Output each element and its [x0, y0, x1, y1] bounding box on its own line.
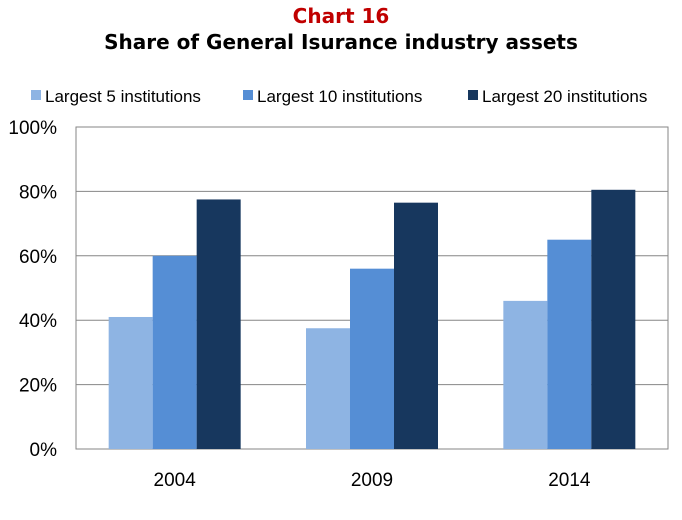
- y-tick-label: 40%: [19, 311, 57, 332]
- y-tick-label: 60%: [19, 247, 57, 268]
- y-tick-label: 80%: [19, 182, 57, 203]
- x-tick-label: 2014: [548, 470, 591, 491]
- chart-subtitle: Share of General Isurance industry asset…: [104, 30, 578, 54]
- bar: [591, 189, 636, 450]
- bar: [306, 328, 350, 449]
- y-tick-label: 20%: [19, 376, 57, 397]
- legend-label: Largest 20 institutions: [482, 87, 647, 106]
- bar: [108, 316, 153, 449]
- legend-swatch: [31, 90, 41, 100]
- legend-swatch: [468, 90, 478, 100]
- bar: [503, 300, 548, 449]
- y-tick-label: 0%: [30, 440, 58, 461]
- chart-title: Chart 16: [292, 4, 390, 28]
- legend-swatch: [243, 90, 253, 100]
- bar: [547, 239, 592, 449]
- bar: [350, 268, 394, 449]
- x-tick-label: 2004: [154, 470, 197, 491]
- legend-label: Largest 5 institutions: [45, 87, 201, 106]
- y-tick-label: 100%: [8, 118, 57, 139]
- bar: [394, 202, 438, 449]
- bar: [152, 255, 197, 449]
- x-tick-label: 2009: [351, 470, 393, 491]
- legend-label: Largest 10 institutions: [257, 87, 422, 106]
- bar: [196, 199, 241, 449]
